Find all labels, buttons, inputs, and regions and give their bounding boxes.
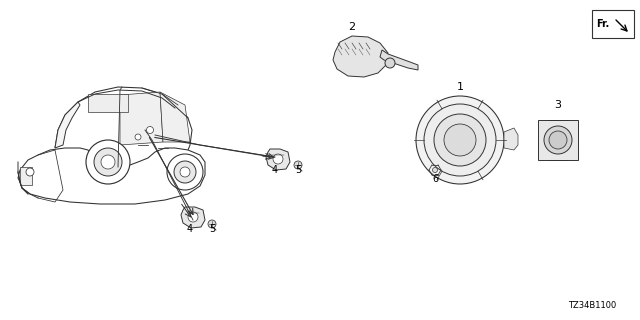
Circle shape (167, 154, 203, 190)
Polygon shape (160, 92, 190, 142)
Circle shape (424, 104, 496, 176)
Polygon shape (18, 148, 205, 204)
Circle shape (101, 155, 115, 169)
Circle shape (208, 220, 216, 228)
Text: 3: 3 (554, 100, 561, 110)
Circle shape (86, 140, 130, 184)
Circle shape (544, 126, 572, 154)
Circle shape (549, 131, 567, 149)
Bar (20, 167, 32, 185)
Text: 2: 2 (348, 22, 356, 32)
Circle shape (180, 167, 190, 177)
Circle shape (444, 124, 476, 156)
Polygon shape (181, 207, 205, 228)
Circle shape (135, 134, 141, 140)
Circle shape (434, 114, 486, 166)
Circle shape (416, 96, 504, 184)
Polygon shape (266, 149, 290, 170)
Circle shape (385, 58, 395, 68)
Text: 5: 5 (295, 165, 301, 175)
Bar (592, 10, 634, 38)
Text: TZ34B1100: TZ34B1100 (568, 301, 616, 310)
Circle shape (188, 212, 198, 222)
Circle shape (294, 161, 302, 169)
Circle shape (433, 167, 438, 172)
Circle shape (273, 154, 283, 164)
Text: 4: 4 (272, 165, 278, 175)
Text: 6: 6 (432, 174, 438, 184)
Polygon shape (380, 50, 418, 70)
Polygon shape (55, 102, 80, 148)
Text: Fr.: Fr. (596, 19, 609, 29)
Circle shape (94, 148, 122, 176)
Circle shape (174, 161, 196, 183)
Text: 1: 1 (456, 82, 463, 92)
Polygon shape (120, 92, 163, 145)
Circle shape (26, 168, 34, 176)
Bar (88, 94, 128, 112)
Text: 5: 5 (209, 224, 215, 234)
Circle shape (147, 126, 154, 133)
FancyBboxPatch shape (538, 120, 578, 160)
Polygon shape (333, 36, 388, 77)
Polygon shape (504, 128, 518, 150)
Text: 4: 4 (187, 224, 193, 234)
